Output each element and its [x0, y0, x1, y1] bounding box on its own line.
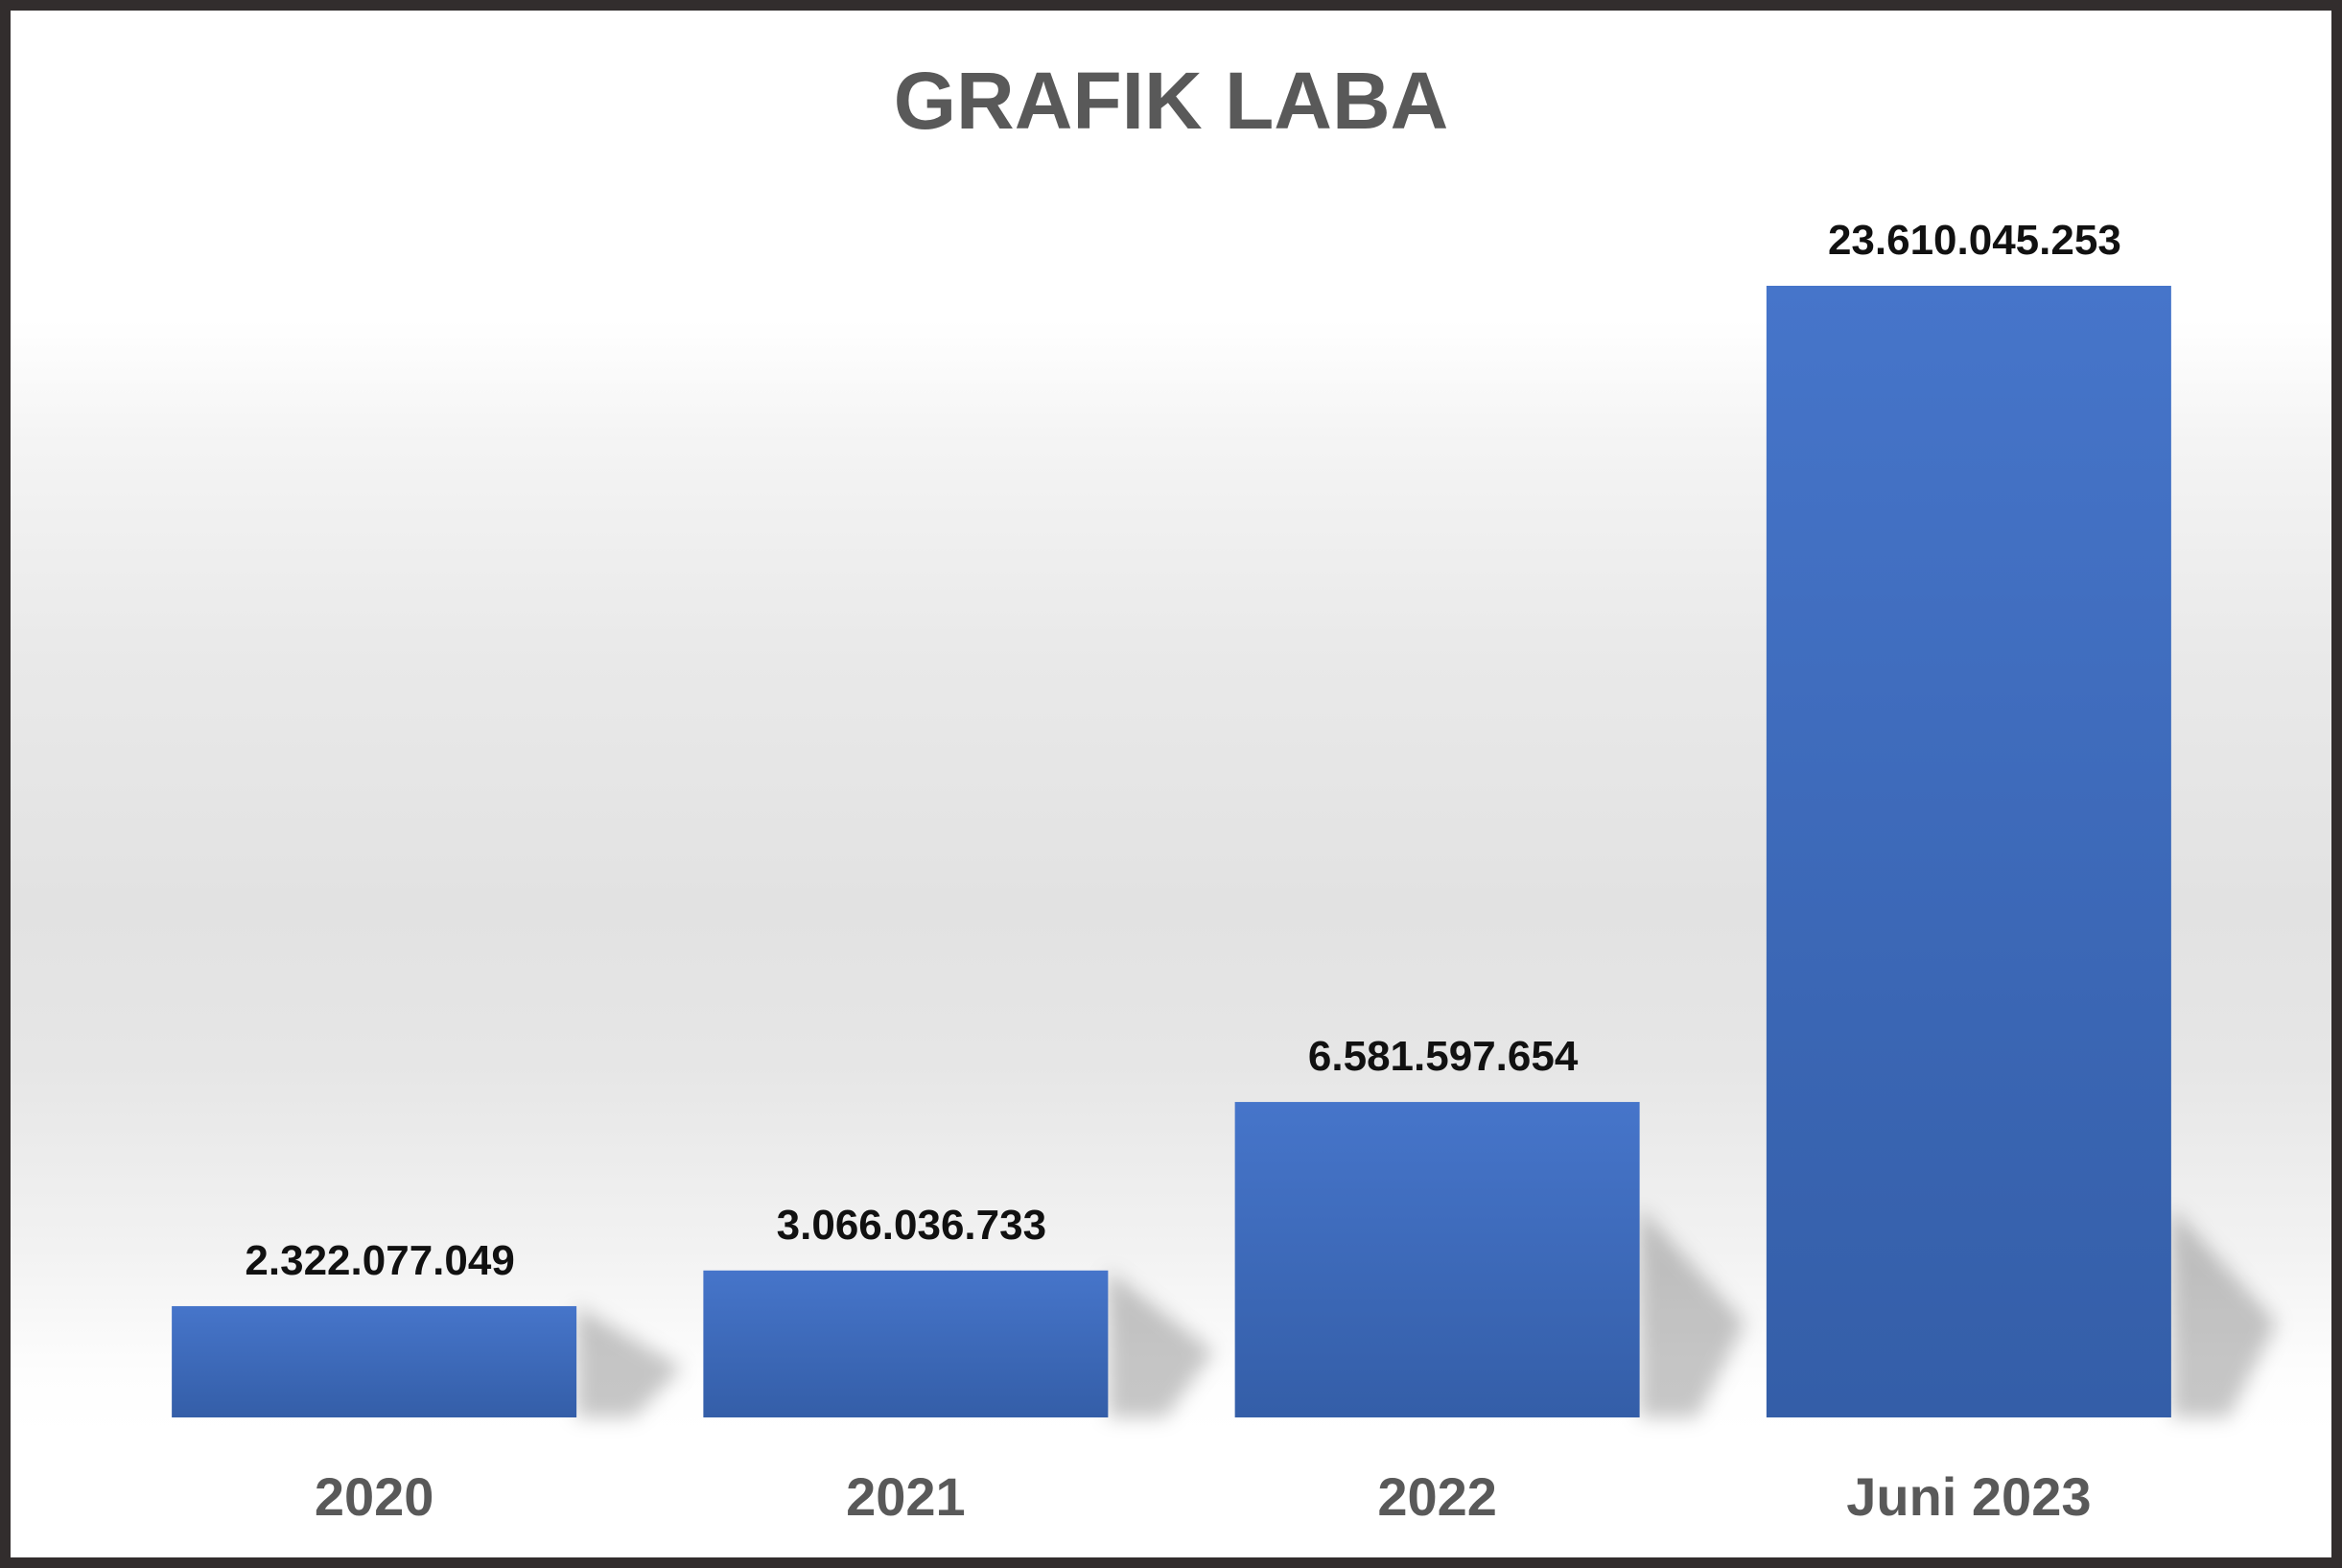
bar-juni-2023 [1766, 286, 2171, 1417]
data-label: 2.322.077.049 [245, 1237, 514, 1284]
data-label: 23.610.045.253 [1828, 217, 2121, 264]
bar-shadow [576, 1305, 683, 1417]
bars-group [172, 286, 2171, 1417]
x-tick-labels-group: 2020 2021 2022 Juni 2023 [315, 1466, 2092, 1527]
chart-title: GRAFIK LABA [894, 56, 1449, 146]
data-label: 3.066.036.733 [777, 1202, 1046, 1249]
bar-2022 [1234, 1102, 1640, 1417]
bar-shadow [1108, 1270, 1214, 1417]
bar-2021 [703, 1270, 1109, 1417]
x-tick-label: 2021 [846, 1466, 966, 1527]
data-label: 6.581.597.654 [1308, 1033, 1579, 1080]
x-tick-label: Juni 2023 [1846, 1466, 2091, 1527]
data-labels-group: 2.322.077.049 3.066.036.733 6.581.597.654 2… [245, 217, 2120, 1284]
bar-shadows [576, 1206, 2277, 1417]
bar-shadow [1639, 1206, 1745, 1417]
bar-2020 [172, 1305, 577, 1417]
x-tick-label: 2022 [1377, 1466, 1497, 1527]
x-tick-label: 2020 [315, 1466, 434, 1527]
bar-shadow [2170, 1206, 2277, 1417]
